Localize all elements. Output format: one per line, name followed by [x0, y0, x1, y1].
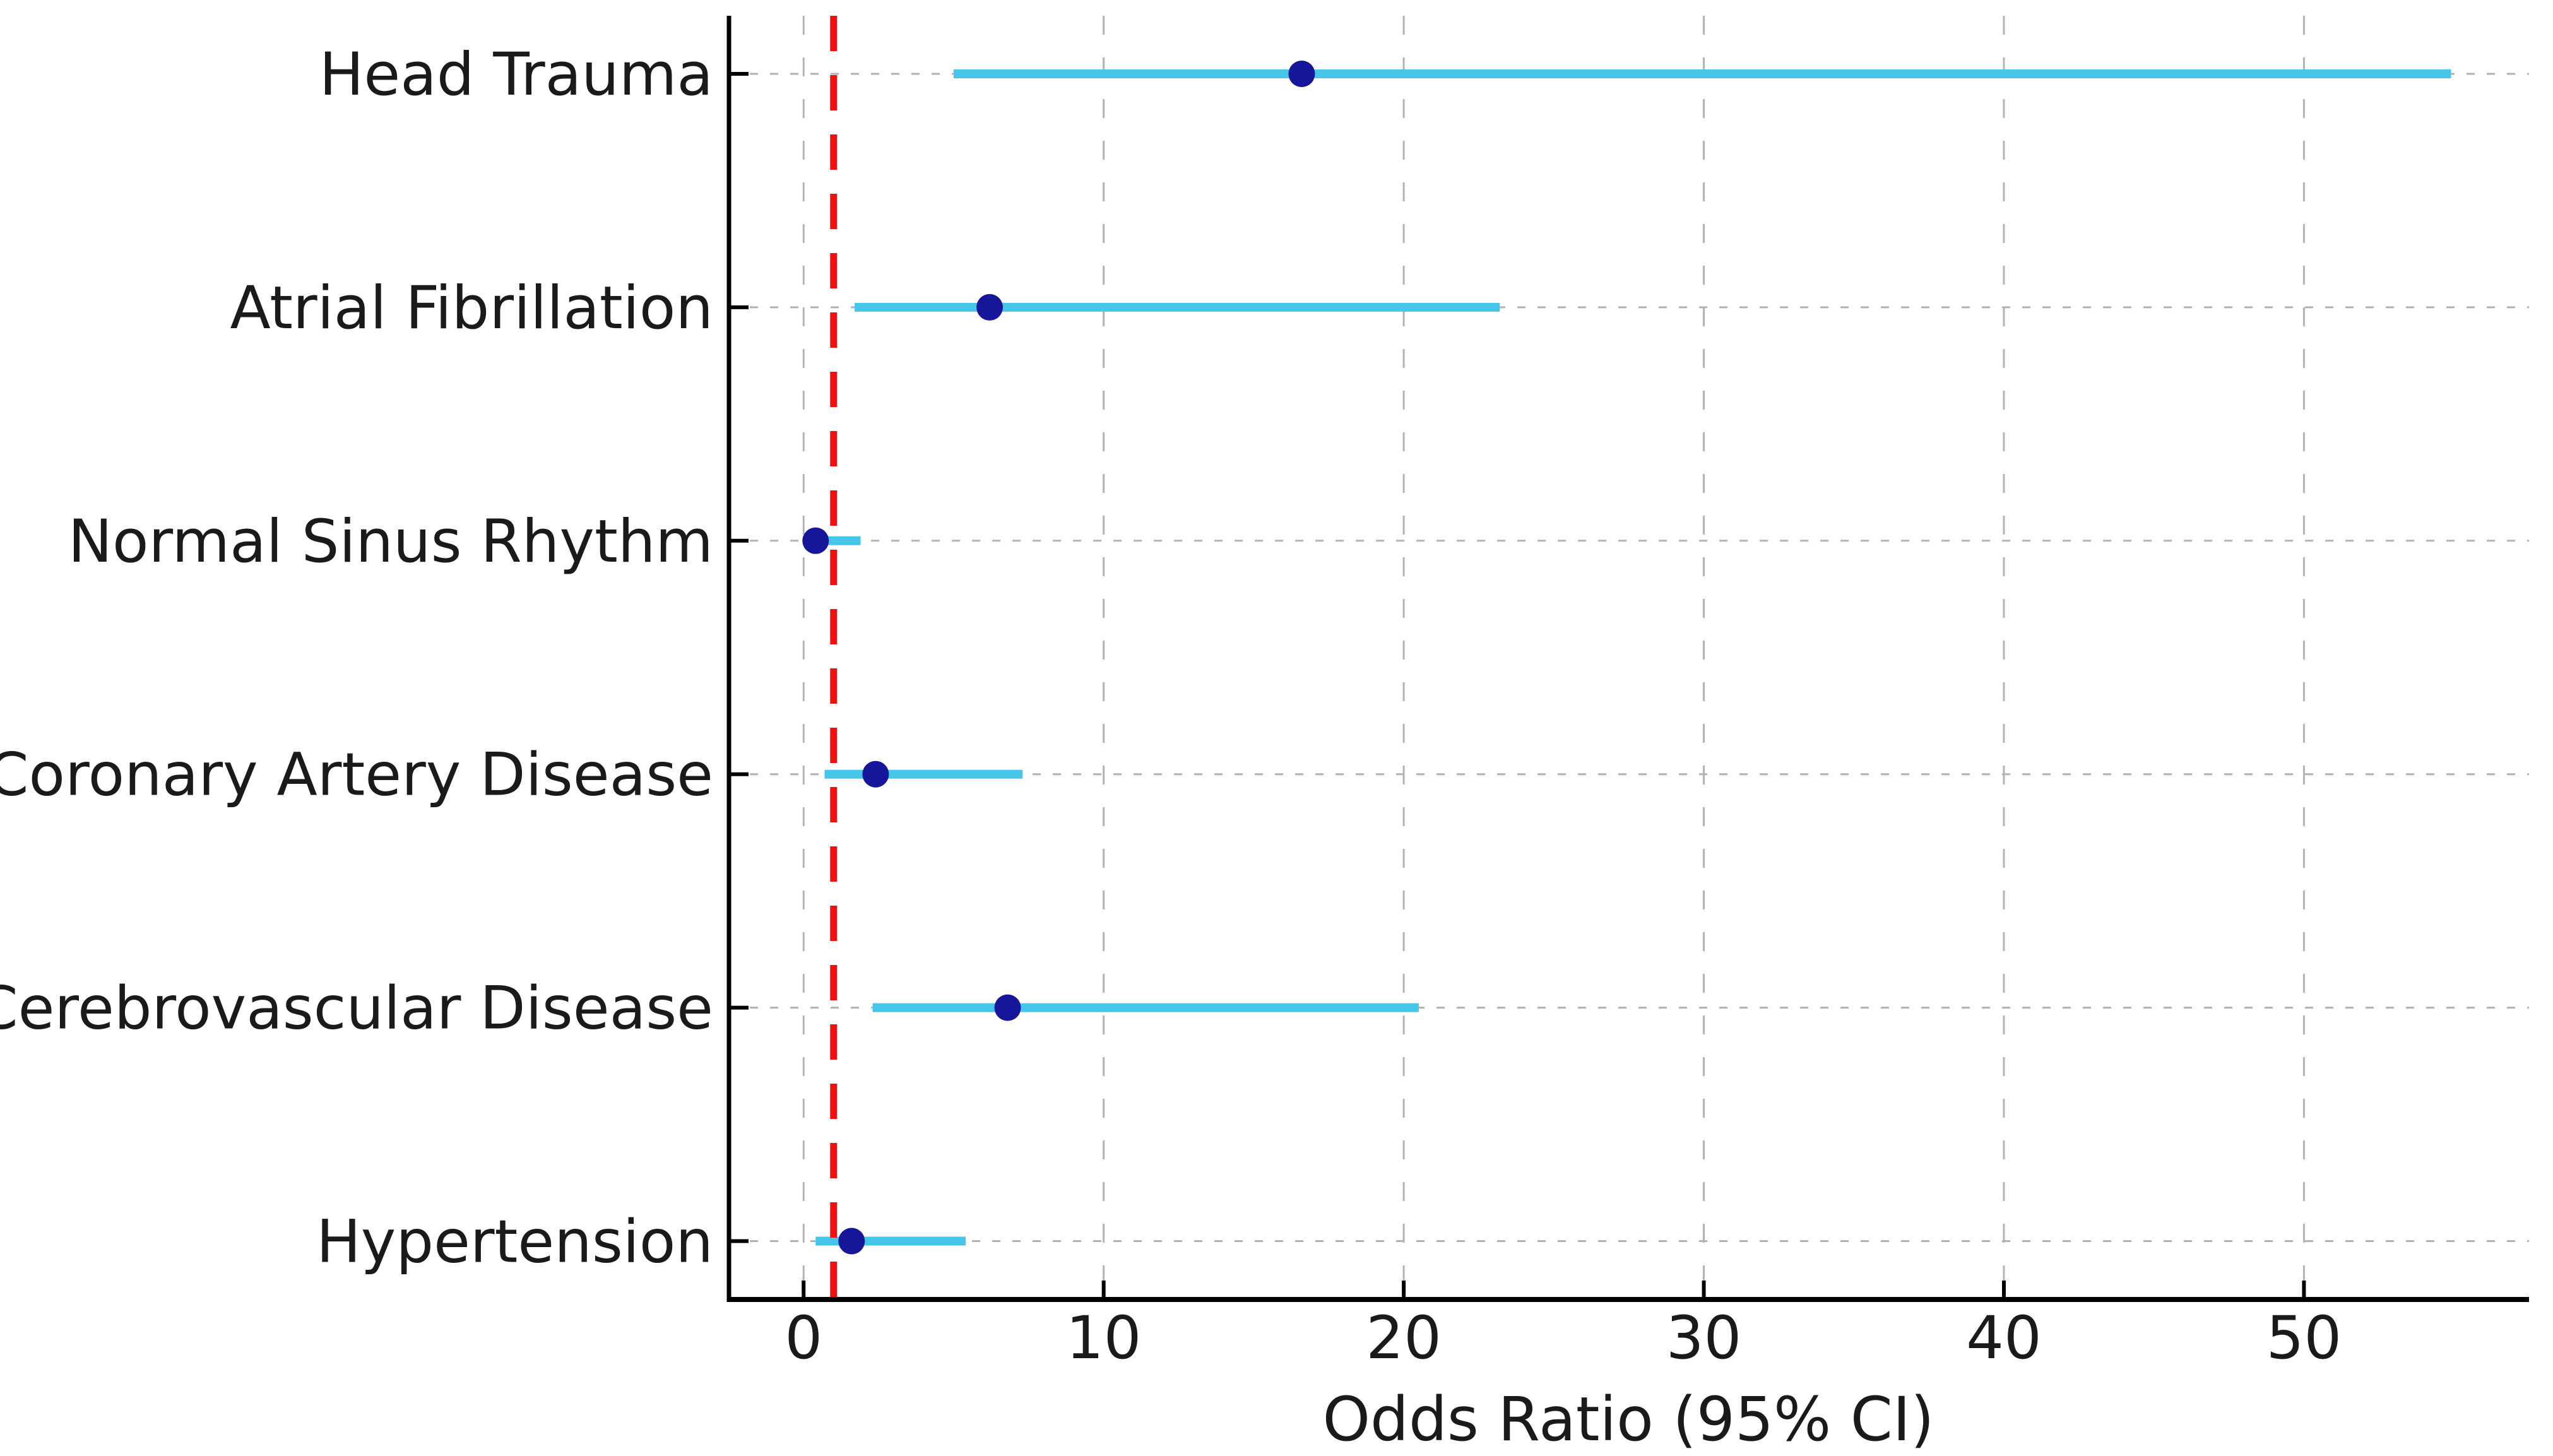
point-marker-cerebrovascular-disease — [994, 994, 1021, 1021]
y-label-normal-sinus-rhythm: Normal Sinus Rhythm — [68, 507, 713, 576]
point-marker-atrial-fibrillation — [976, 293, 1004, 321]
x-tick-label-40: 40 — [1966, 1304, 2042, 1373]
x-tick-label-30: 30 — [1666, 1304, 1742, 1373]
axes-layer — [726, 16, 2529, 1302]
data-layer — [802, 61, 2451, 1255]
y-label-head-trauma: Head Trauma — [319, 40, 713, 109]
x-tick-label-50: 50 — [2266, 1304, 2342, 1373]
x-tick-label-0: 0 — [785, 1304, 822, 1373]
point-marker-hypertension — [838, 1228, 865, 1255]
y-label-coronary-artery-disease: Coronary Artery Disease — [0, 741, 713, 810]
x-axis-label: Odds Ratio (95% CI) — [1322, 1384, 1934, 1455]
point-marker-normal-sinus-rhythm — [802, 527, 829, 554]
gridlines-layer — [730, 16, 2529, 1297]
point-marker-head-trauma — [1288, 61, 1315, 87]
x-tick-label-20: 20 — [1366, 1304, 1442, 1373]
text-layer: Odds Ratio (95% CI) 0 10 20 30 40 50 Head Trau… — [0, 40, 2342, 1455]
y-label-hypertension: Hypertension — [316, 1208, 713, 1277]
point-marker-coronary-artery-disease — [862, 761, 889, 788]
y-label-atrial-fibrillation: Atrial Fibrillation — [230, 274, 713, 343]
x-tick-label-10: 10 — [1066, 1304, 1142, 1373]
y-label-cerebrovascular-disease: Cerebrovascular Disease — [0, 974, 713, 1043]
